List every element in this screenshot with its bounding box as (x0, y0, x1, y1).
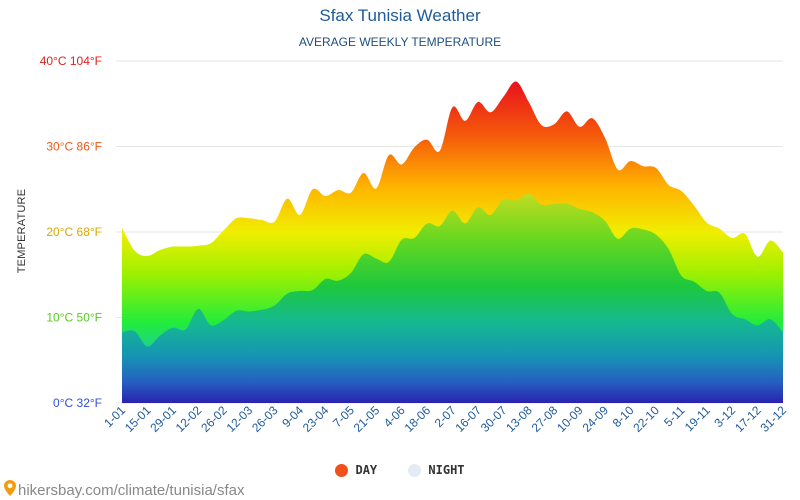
y-tick-label: 10°C 50°F (46, 311, 102, 325)
x-tick-label: 18-06 (402, 403, 434, 435)
legend-label-day: DAY (355, 463, 378, 477)
area-series (122, 81, 783, 403)
x-tick-label: 30-07 (478, 403, 510, 435)
chart-title: Sfax Tunisia Weather (319, 6, 481, 25)
x-tick-label: 24-09 (580, 403, 612, 435)
x-tick-label: 13-08 (503, 403, 535, 435)
legend-item-night[interactable]: NIGHT (408, 463, 465, 477)
legend-dot-night (408, 463, 422, 477)
legend-item-day[interactable]: DAY (335, 463, 377, 477)
x-tick-label: 19-11 (682, 403, 713, 434)
y-tick-label: 40°C 104°F (40, 54, 102, 68)
x-tick-label: 12-03 (224, 403, 256, 435)
x-tick-labels: 1-0115-0129-0112-0226-0212-0326-039-0423… (101, 403, 789, 435)
x-tick-label: 10-09 (554, 403, 586, 435)
chart-subtitle: AVERAGE WEEKLY TEMPERATURE (298, 35, 502, 49)
y-tick-labels: 0°C 32°F 10°C 50°F 20°C 68°F 30°C 86°F 40°C … (40, 54, 102, 410)
y-tick-label: 30°C 86°F (46, 140, 102, 154)
x-tick-label: 27-08 (529, 403, 561, 435)
series-area-night (122, 193, 783, 403)
x-tick-label: 26-03 (249, 403, 281, 435)
source-link[interactable]: hikersbay.com/climate/tunisia/sfax (4, 480, 244, 500)
x-tick-label: 22-10 (630, 403, 662, 435)
x-tick-label: 23-04 (300, 403, 332, 435)
y-tick-label: 0°C 32°F (53, 396, 102, 410)
map-pin-icon (4, 480, 16, 500)
legend: DAY NIGHT (0, 463, 800, 480)
y-tick-label: 20°C 68°F (46, 225, 102, 239)
x-tick-label: 26-02 (198, 403, 230, 435)
x-tick-label: 21-05 (351, 403, 383, 435)
temperature-chart: 0°C 32°F 10°C 50°F 20°C 68°F 30°C 86°F 40°C … (40, 54, 790, 435)
x-tick-label: 31-12 (758, 403, 790, 435)
x-tick-label: 12-02 (173, 403, 205, 435)
x-tick-label: 16-07 (452, 403, 484, 435)
x-tick-label: 29-01 (147, 403, 179, 435)
source-text: hikersbay.com/climate/tunisia/sfax (18, 481, 245, 499)
legend-dot-day (335, 463, 349, 477)
x-tick-label: 15-01 (122, 403, 154, 435)
x-tick-label: 17-12 (732, 403, 764, 435)
legend-label-night: NIGHT (428, 463, 465, 477)
